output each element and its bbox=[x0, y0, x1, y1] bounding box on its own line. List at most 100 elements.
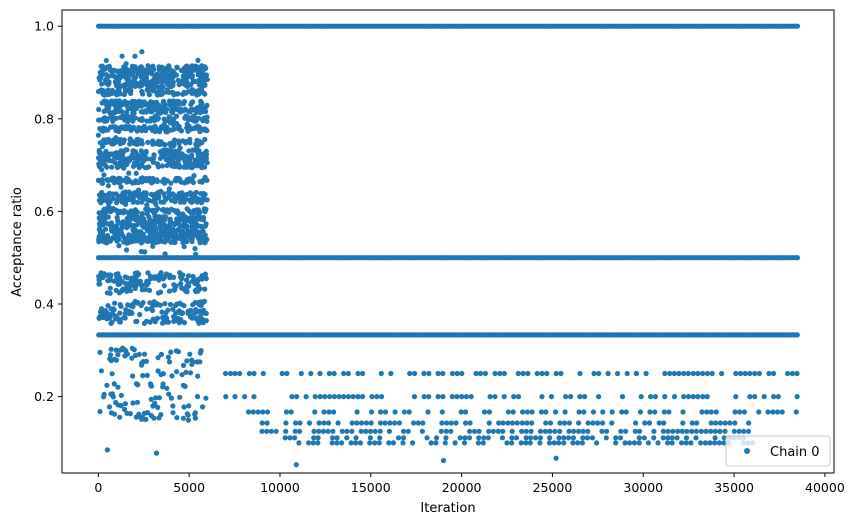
data-point bbox=[605, 370, 611, 377]
data-point bbox=[146, 287, 153, 293]
data-point bbox=[124, 410, 130, 416]
data-point bbox=[439, 409, 445, 415]
data-point bbox=[463, 394, 469, 400]
data-point bbox=[174, 415, 180, 421]
data-point bbox=[180, 415, 186, 421]
data-point bbox=[150, 156, 156, 162]
data-point bbox=[372, 440, 378, 446]
data-point bbox=[363, 428, 369, 434]
data-point bbox=[341, 370, 347, 377]
data-point bbox=[148, 276, 154, 282]
data-point bbox=[189, 117, 196, 123]
data-point bbox=[122, 117, 128, 123]
data-point bbox=[525, 370, 531, 377]
data-point bbox=[745, 428, 752, 434]
y-tick-label: 0.4 bbox=[34, 297, 54, 312]
data-point bbox=[171, 163, 177, 170]
data-point bbox=[421, 394, 427, 400]
data-point bbox=[189, 278, 196, 284]
data-point bbox=[283, 420, 289, 426]
data-point bbox=[283, 428, 289, 434]
data-point bbox=[133, 318, 139, 325]
data-point bbox=[510, 409, 516, 415]
data-point bbox=[561, 435, 567, 441]
data-point bbox=[563, 394, 569, 400]
data-point bbox=[514, 420, 520, 426]
data-point bbox=[111, 381, 117, 387]
data-point bbox=[459, 370, 465, 377]
data-point bbox=[542, 428, 549, 434]
data-point bbox=[123, 101, 129, 108]
data-point bbox=[581, 409, 587, 415]
data-point bbox=[109, 311, 116, 317]
data-point bbox=[223, 394, 229, 400]
data-point bbox=[132, 105, 138, 111]
data-point bbox=[505, 420, 511, 426]
data-point bbox=[156, 415, 162, 421]
data-point bbox=[794, 23, 801, 29]
data-point bbox=[334, 435, 340, 441]
data-point bbox=[444, 420, 450, 426]
data-point bbox=[547, 435, 553, 441]
data-point bbox=[95, 177, 101, 183]
data-point bbox=[122, 311, 128, 317]
data-point bbox=[120, 286, 126, 292]
data-point bbox=[158, 199, 164, 205]
data-point bbox=[108, 220, 115, 226]
data-point bbox=[142, 195, 148, 201]
data-point bbox=[186, 280, 192, 286]
data-point bbox=[110, 196, 116, 202]
data-point bbox=[147, 300, 153, 306]
data-point bbox=[631, 440, 638, 446]
data-point bbox=[386, 440, 392, 446]
data-point bbox=[486, 420, 492, 426]
data-point bbox=[480, 440, 486, 446]
data-point bbox=[162, 301, 168, 307]
data-point bbox=[113, 271, 119, 277]
x-tick-label: 40000 bbox=[805, 480, 845, 495]
data-point bbox=[112, 124, 118, 130]
data-point bbox=[192, 415, 198, 421]
data-point bbox=[273, 428, 279, 434]
data-point bbox=[124, 156, 130, 162]
data-point bbox=[524, 420, 530, 426]
data-point bbox=[292, 428, 298, 434]
data-point bbox=[132, 180, 138, 186]
data-point bbox=[153, 219, 159, 225]
data-point bbox=[190, 198, 197, 204]
data-point bbox=[164, 178, 170, 184]
data-point bbox=[707, 440, 713, 446]
data-point bbox=[155, 164, 161, 170]
data-point bbox=[636, 440, 642, 446]
data-point bbox=[194, 148, 200, 154]
data-point bbox=[136, 235, 142, 241]
data-point bbox=[175, 211, 181, 217]
data-point bbox=[534, 370, 540, 377]
data-point bbox=[165, 354, 171, 360]
data-point bbox=[198, 98, 204, 104]
data-point bbox=[194, 196, 200, 202]
data-point bbox=[166, 63, 172, 69]
data-point bbox=[148, 306, 154, 312]
data-point bbox=[708, 409, 714, 415]
data-point bbox=[382, 420, 388, 426]
data-point bbox=[721, 440, 727, 446]
data-point bbox=[419, 428, 425, 434]
data-point bbox=[242, 394, 248, 400]
data-point bbox=[287, 435, 293, 441]
data-point bbox=[102, 140, 108, 146]
data-point bbox=[198, 67, 205, 74]
data-point bbox=[203, 276, 209, 282]
data-point bbox=[477, 370, 484, 377]
data-point bbox=[529, 409, 535, 415]
data-point bbox=[123, 61, 129, 67]
data-point bbox=[113, 226, 120, 232]
data-point bbox=[189, 164, 195, 171]
data-point bbox=[102, 239, 108, 245]
data-point bbox=[756, 370, 763, 377]
data-point bbox=[702, 440, 709, 446]
data-point bbox=[141, 190, 147, 196]
data-point bbox=[358, 420, 365, 426]
data-point bbox=[121, 165, 127, 171]
x-tick-label: 30000 bbox=[623, 480, 663, 495]
